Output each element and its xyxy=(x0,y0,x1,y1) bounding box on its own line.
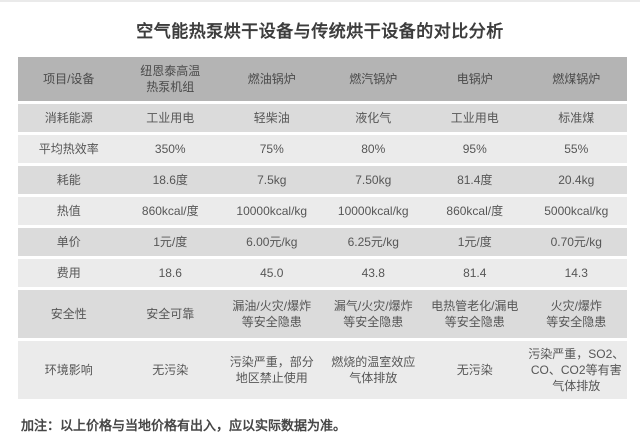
data-cell: 工业用电 xyxy=(146,111,195,125)
row-label-cell: 单价 xyxy=(56,235,81,249)
data-cell: 漏气/火灾/爆炸 等安全隐患 xyxy=(333,299,413,329)
data-cell: 1元/度 xyxy=(457,235,492,249)
data-cell: 20.4kg xyxy=(558,173,595,187)
row-label-cell: 耗能 xyxy=(56,173,81,187)
data-cell: 液化气 xyxy=(355,111,392,125)
data-cell: 标准煤 xyxy=(558,111,595,125)
data-cell: 6.25元/kg xyxy=(347,235,399,249)
data-cell: 轻柴油 xyxy=(253,111,290,125)
row-label-cell: 环境影响 xyxy=(44,363,93,377)
page-title: 空气能热泵烘干设备与传统烘干设备的对比分析 xyxy=(136,22,504,41)
data-cell: 80% xyxy=(361,142,386,156)
data-cell: 1元/度 xyxy=(153,235,188,249)
data-cell: 无污染 xyxy=(456,363,493,377)
data-cell: 95% xyxy=(462,142,487,156)
header-cell-oil-boiler: 燃油锅炉 xyxy=(247,72,296,86)
row-safety: 安全性 安全可靠 漏油/火灾/爆炸 等安全隐患 漏气/火灾/爆炸 等安全隐患 电… xyxy=(18,290,627,338)
row-environmental-impact: 环境影响 无污染 污染严重，部分 地区禁止使用 燃烧的温室效应 气体排放 无污染… xyxy=(18,341,627,399)
row-label-cell: 安全性 xyxy=(50,307,87,321)
data-cell: 43.8 xyxy=(361,266,385,280)
row-thermal-efficiency: 平均热效率 350% 75% 80% 95% 55% xyxy=(18,135,627,163)
table-header-row: 项目/设备 纽恩泰高温 热泵机组 燃油锅炉 燃汽锅炉 电锅炉 燃煤锅炉 xyxy=(18,57,627,101)
data-cell: 14.3 xyxy=(564,266,588,280)
data-cell: 10000kcal/kg xyxy=(236,204,308,218)
data-cell: 工业用电 xyxy=(450,111,499,125)
header-cell-coal-boiler: 燃煤锅炉 xyxy=(552,72,601,86)
data-cell: 55% xyxy=(564,142,589,156)
data-cell: 电热管老化/漏电 等安全隐患 xyxy=(431,299,519,329)
row-label-cell: 平均热效率 xyxy=(38,142,99,156)
data-cell: 污染严重，部分 地区禁止使用 xyxy=(229,355,314,385)
data-cell: 7.50kg xyxy=(355,173,392,187)
data-cell: 安全可靠 xyxy=(146,307,195,321)
top-divider xyxy=(0,0,640,2)
data-cell: 81.4度 xyxy=(457,173,493,187)
data-cell: 无污染 xyxy=(152,363,189,377)
data-cell: 0.70元/kg xyxy=(550,235,602,249)
comparison-table: 项目/设备 纽恩泰高温 热泵机组 燃油锅炉 燃汽锅炉 电锅炉 燃煤锅炉 消耗能源… xyxy=(18,57,627,399)
data-cell: 350% xyxy=(154,142,186,156)
row-energy-source: 消耗能源 工业用电 轻柴油 液化气 工业用电 标准煤 xyxy=(18,104,627,132)
row-unit-price: 单价 1元/度 6.00元/kg 6.25元/kg 1元/度 0.70元/kg xyxy=(18,228,627,256)
data-cell: 75% xyxy=(259,142,284,156)
data-cell: 污染严重，SO2、 CO、CO2等有害 气体排放 xyxy=(528,347,625,393)
header-cell-electric-boiler: 电锅炉 xyxy=(456,72,493,86)
data-cell: 45.0 xyxy=(260,266,284,280)
data-cell: 860kcal/度 xyxy=(141,204,199,218)
data-cell: 18.6 xyxy=(158,266,182,280)
row-label-cell: 热值 xyxy=(56,204,81,218)
header-cell-item: 项目/设备 xyxy=(43,72,95,86)
data-cell: 燃烧的温室效应 气体排放 xyxy=(331,355,416,385)
row-calorific-value: 热值 860kcal/度 10000kcal/kg 10000kcal/kg 8… xyxy=(18,197,627,225)
row-label-cell: 费用 xyxy=(56,266,81,280)
data-cell: 6.00元/kg xyxy=(246,235,298,249)
header-cell-gas-boiler: 燃汽锅炉 xyxy=(349,72,398,86)
row-energy-consumption: 耗能 18.6度 7.5kg 7.50kg 81.4度 20.4kg xyxy=(18,166,627,194)
data-cell: 860kcal/度 xyxy=(446,204,504,218)
data-cell: 火灾/爆炸 等安全隐患 xyxy=(546,299,607,329)
row-cost: 费用 18.6 45.0 43.8 81.4 14.3 xyxy=(18,259,627,287)
data-cell: 5000kcal/kg xyxy=(544,204,609,218)
data-cell: 漏油/火灾/爆炸 等安全隐患 xyxy=(232,299,312,329)
data-cell: 18.6度 xyxy=(152,173,188,187)
footnote: 加注：以上价格与当地价格有出入，应以实际数据为准。 xyxy=(21,418,347,433)
data-cell: 7.5kg xyxy=(257,173,287,187)
row-label-cell: 消耗能源 xyxy=(44,111,93,125)
header-cell-heat-pump: 纽恩泰高温 热泵机组 xyxy=(140,64,201,94)
data-cell: 81.4 xyxy=(463,266,487,280)
data-cell: 10000kcal/kg xyxy=(337,204,409,218)
